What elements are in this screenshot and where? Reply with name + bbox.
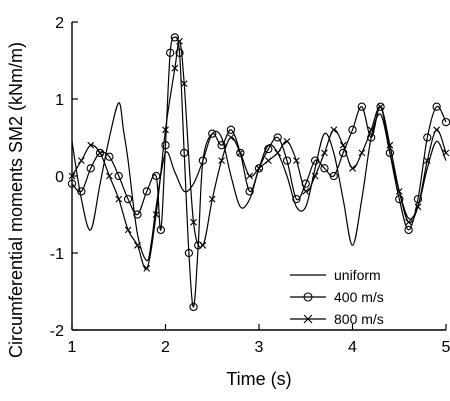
y-tick-label: 0	[55, 169, 64, 186]
x-axis-label: Time (s)	[226, 369, 291, 389]
legend-label-800: 800 m/s	[334, 311, 384, 327]
x-tick-label: 4	[348, 339, 357, 356]
ticks: 1 2 3 4 5 -2 -1 0 1 2	[50, 15, 450, 356]
data-point-800-m-s	[106, 173, 112, 179]
x-tick-label: 2	[161, 339, 170, 356]
x-tick-label: 3	[255, 339, 264, 356]
data-point-800-m-s	[293, 158, 299, 164]
data-point-800-m-s	[256, 165, 262, 171]
axes	[72, 22, 446, 330]
data-point-800-m-s	[125, 227, 131, 233]
data-point-800-m-s	[340, 142, 346, 148]
data-point-800-m-s	[200, 242, 206, 248]
data-point-800-m-s	[359, 150, 365, 156]
y-tick-label: 1	[55, 92, 64, 109]
data-point-800-m-s	[443, 150, 449, 156]
data-point-800-m-s	[116, 196, 122, 202]
data-point-800-m-s	[97, 150, 103, 156]
data-point-800-m-s	[265, 158, 271, 164]
series	[68, 34, 449, 311]
data-point-800-m-s	[321, 150, 327, 156]
y-tick-label: -1	[50, 246, 64, 263]
y-axis-label: Circumferential moments SM2 (kNm/m)	[6, 42, 26, 358]
x-tick-label: 1	[68, 339, 77, 356]
legend-label-uniform: uniform	[334, 267, 381, 283]
data-point-800-m-s	[284, 138, 290, 144]
data-point-800-m-s	[78, 158, 84, 164]
data-point-800-m-s	[275, 150, 281, 156]
data-point-800-m-s	[434, 127, 440, 133]
y-tick-label: -2	[50, 323, 64, 340]
series-line-uniform	[72, 103, 446, 261]
y-tick-label: 2	[55, 15, 64, 32]
legend-label-400: 400 m/s	[334, 289, 384, 305]
x-tick-label: 5	[442, 339, 450, 356]
data-point-800-m-s	[177, 38, 183, 44]
legend: uniform 400 m/s 800 m/s	[290, 267, 384, 327]
